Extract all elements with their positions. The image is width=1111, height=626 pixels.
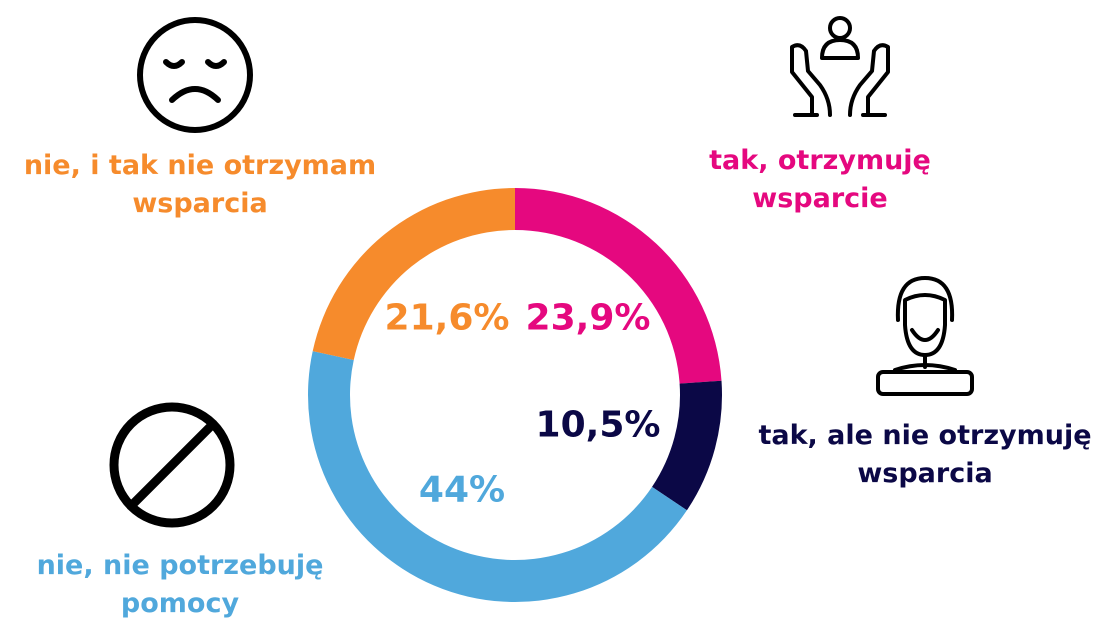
donut-segment xyxy=(312,188,515,361)
donut-segment xyxy=(308,351,687,602)
help-person-icon xyxy=(876,276,974,396)
value-label: 10,5% xyxy=(535,404,661,446)
forbidden-icon xyxy=(109,402,235,528)
category-label: tak, ale nie otrzymuję wsparcia xyxy=(758,420,1092,489)
donut-segment xyxy=(652,380,722,511)
value-label: 23,9% xyxy=(525,297,651,339)
hands-icon xyxy=(790,16,890,117)
category-label: nie, nie potrzebuję pomocy xyxy=(36,550,324,619)
sad-face-icon xyxy=(137,17,253,133)
category-label: tak, otrzymuję wsparcie xyxy=(709,145,931,214)
donut-segment xyxy=(515,188,722,384)
value-label: 44% xyxy=(418,469,506,511)
category-label: nie, i tak nie otrzymam wsparcia xyxy=(23,150,377,219)
value-label: 21,6% xyxy=(384,297,510,339)
